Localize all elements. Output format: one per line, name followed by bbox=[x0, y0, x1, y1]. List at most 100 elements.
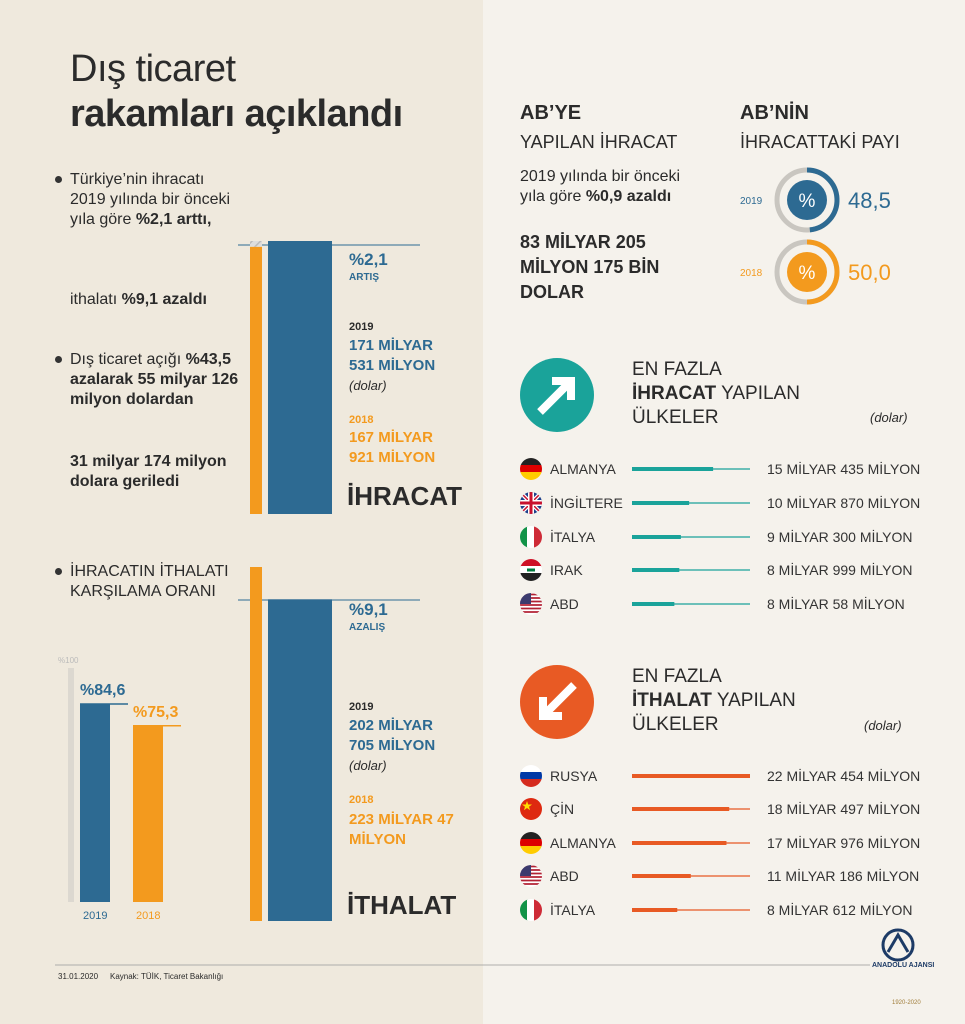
text-part: EN FAZLA bbox=[632, 359, 722, 380]
section-title: EN FAZLA İHRACAT YAPILAN ÜLKELER bbox=[632, 358, 805, 430]
text-part: YAPILAN bbox=[721, 383, 800, 404]
change-value: %9,1 bbox=[349, 600, 388, 619]
change: %9,1 AZALIŞ bbox=[349, 601, 388, 637]
share-arc bbox=[806, 239, 840, 305]
bar bbox=[268, 241, 332, 514]
bullet bbox=[55, 356, 62, 363]
year: 2019 bbox=[349, 321, 374, 333]
right-panel bbox=[483, 0, 965, 1024]
value-label: 18 MİLYAR 497 MİLYON bbox=[767, 800, 920, 817]
bar bbox=[133, 725, 163, 902]
year: 2018 bbox=[136, 910, 161, 922]
bar bbox=[632, 568, 680, 572]
text-part: 31 milyar 174 milyon dolara geriledi bbox=[70, 453, 227, 490]
year: 2019 bbox=[349, 701, 374, 713]
section-title: AB’YE bbox=[520, 102, 582, 124]
coverage-title: İHRACATIN İTHALATI KARŞILAMA ORANI bbox=[55, 562, 250, 602]
title-line: ÜLKELER bbox=[632, 406, 805, 430]
value-label: 8 MİLYAR 612 MİLYON bbox=[767, 901, 913, 918]
unit: (dolar) bbox=[864, 718, 902, 733]
change-label: AZALIŞ bbox=[349, 622, 386, 633]
title-line: EN FAZLA bbox=[632, 358, 805, 382]
summary-item: ithalatı %9,1 azaldı bbox=[70, 290, 240, 310]
year: 2018 bbox=[740, 268, 763, 279]
value-label: %84,6 bbox=[80, 682, 126, 700]
text-part: %2,1 arttı, bbox=[135, 211, 212, 228]
summary-item: 31 milyar 174 milyon dolara geriledi bbox=[70, 452, 240, 492]
total: 83 MİLYAR 205 MİLYON 175 BİN DOLAR bbox=[520, 232, 660, 302]
country: ABD bbox=[550, 596, 579, 612]
bullet bbox=[55, 176, 62, 183]
value-label: 22 MİLYAR 454 MİLYON bbox=[767, 767, 920, 784]
text-part: İTHALAT bbox=[632, 690, 712, 711]
section-title: İHRACATTAKİ PAYI bbox=[740, 132, 900, 152]
bar bbox=[632, 841, 727, 845]
bar bbox=[632, 602, 675, 606]
bar bbox=[250, 567, 262, 921]
symbol: % bbox=[799, 263, 816, 284]
country: İTALYA bbox=[550, 901, 596, 918]
year: 2018 bbox=[349, 794, 374, 806]
section-title: YAPILAN İHRACAT bbox=[520, 132, 678, 152]
reference-bar bbox=[68, 668, 74, 902]
symbol: % bbox=[799, 191, 816, 212]
bar bbox=[632, 501, 690, 505]
reference-label: %100 bbox=[58, 656, 79, 665]
logo-text: ANADOLU AJANSI bbox=[872, 962, 935, 969]
hatch bbox=[250, 241, 262, 247]
bar bbox=[632, 535, 681, 539]
title-line: İHRACAT YAPILAN bbox=[632, 382, 805, 406]
value-label: %75,3 bbox=[133, 703, 179, 721]
country: ÇİN bbox=[550, 800, 574, 817]
country: IRAK bbox=[550, 562, 583, 578]
year: 2018 bbox=[349, 414, 374, 426]
title: rakamları açıklandı bbox=[70, 93, 403, 135]
value-label: 11 MİLYAR 186 MİLYON bbox=[767, 867, 919, 884]
value-label: 223 MİLYAR 47 MİLYON bbox=[349, 811, 454, 848]
title-line: EN FAZLA bbox=[632, 665, 801, 689]
share-core bbox=[787, 180, 827, 220]
value-label: 171 MİLYAR 531 MİLYON bbox=[349, 337, 436, 374]
country: RUSYA bbox=[550, 768, 598, 784]
bar bbox=[632, 774, 750, 778]
date: 31.01.2020 bbox=[58, 972, 99, 981]
bar bbox=[250, 246, 262, 515]
text-part: %0,9 azaldı bbox=[585, 188, 672, 205]
chart-label: İHRACAT bbox=[347, 481, 463, 511]
text-part: 2019 yılında bir önceki yıla göre bbox=[520, 168, 681, 205]
country: İTALYA bbox=[550, 528, 596, 545]
text-part: İHRACAT bbox=[632, 383, 717, 404]
text-part: ÜLKELER bbox=[632, 407, 719, 428]
title-line: ÜLKELER bbox=[632, 713, 801, 737]
change-value: %2,1 bbox=[349, 250, 388, 269]
text-part: %9,1 azaldı bbox=[121, 291, 207, 308]
value-label: 9 MİLYAR 300 MİLYON bbox=[767, 528, 913, 545]
text-part: YAPILAN bbox=[716, 690, 796, 711]
summary-item: Dış ticaret açığı %43,5 azalarak 55 mily… bbox=[55, 350, 240, 410]
year: 2019 bbox=[740, 196, 763, 207]
value-label: 17 MİLYAR 976 MİLYON bbox=[767, 834, 920, 851]
value-label: 15 MİLYAR 435 MİLYON bbox=[767, 460, 920, 477]
source: Kaynak: TÜİK, Ticaret Bakanlığı bbox=[110, 972, 224, 981]
text-part: ÜLKELER bbox=[632, 714, 719, 735]
unit: (dolar) bbox=[349, 378, 387, 393]
title: Dış ticaret bbox=[70, 48, 236, 90]
unit: (dolar) bbox=[870, 410, 908, 425]
bar bbox=[632, 807, 730, 811]
section-title: AB’NİN bbox=[740, 102, 809, 124]
share-arc bbox=[806, 167, 840, 233]
bar bbox=[80, 704, 110, 902]
value-label: 48,5 bbox=[848, 188, 891, 213]
export-icon bbox=[520, 358, 594, 432]
text-part: %43,5 azalarak 55 milyar 126 milyon dola… bbox=[70, 351, 239, 408]
change-label: ARTIŞ bbox=[349, 272, 379, 283]
import-icon bbox=[520, 665, 594, 739]
bar bbox=[268, 599, 332, 921]
bar bbox=[632, 874, 691, 878]
text-part: EN FAZLA bbox=[632, 666, 722, 687]
value-label: 50,0 bbox=[848, 260, 891, 285]
text-part: Türkiye’nin ihracatı 2019 yılında bir ön… bbox=[70, 171, 231, 228]
country: İNGİLTERE bbox=[550, 494, 623, 511]
